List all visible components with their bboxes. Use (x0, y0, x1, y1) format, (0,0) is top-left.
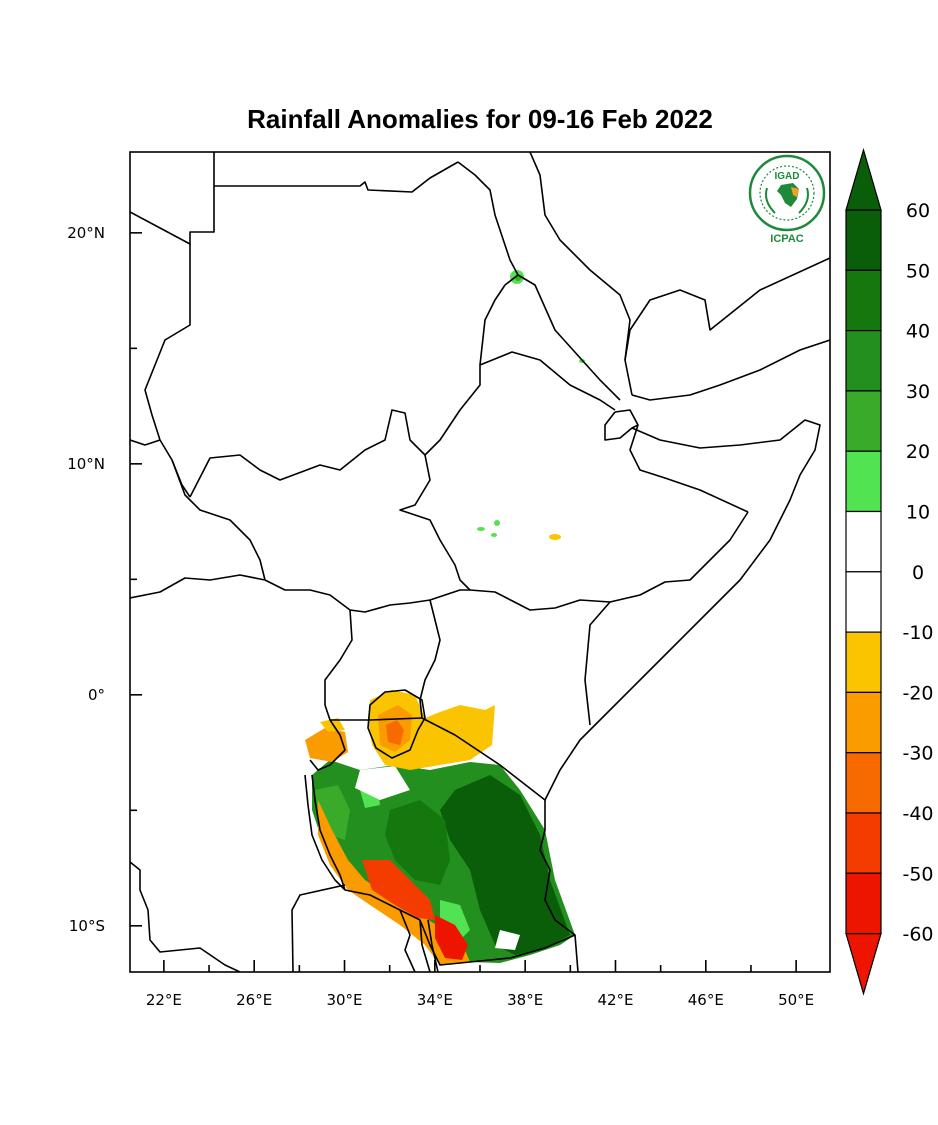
coastline-somalia (544, 419, 821, 801)
colorbar-label: 50 (906, 260, 930, 282)
coastline-arabia (624, 257, 830, 361)
border-libya-egypt-sudan (130, 152, 215, 245)
border-car-drc (130, 574, 266, 599)
colorbar-label: 20 (906, 441, 930, 463)
x-tick-label: 50°E (778, 991, 814, 1009)
negative-anomaly-southwest-core (362, 860, 435, 920)
logo-horn-highlight (791, 187, 799, 197)
colorbar-label: -60 (902, 924, 933, 946)
negative-anomaly-ethiopia-spot (549, 534, 561, 540)
border-zambia-drc-east (291, 884, 346, 972)
y-tick-label: 10°N (67, 455, 105, 473)
x-tick-label: 26°E (236, 991, 272, 1009)
positive-anomaly-ethiopia-spot-2 (494, 520, 500, 526)
coastline-sudan-red-sea (457, 161, 519, 276)
y-tick-label: 20°N (67, 224, 105, 242)
border-sudan-ethiopia (479, 274, 519, 366)
axis-tick-labels: 22°E 26°E 30°E 34°E 38°E 42°E 46°E 50°E 20°N 10°N… (67, 224, 814, 1009)
x-tick-label: 30°E (326, 991, 362, 1009)
border-eritrea-sudan (517, 274, 621, 401)
border-ethiopia-kenya (469, 511, 749, 611)
colorbar-segment (845, 330, 882, 392)
colorbar-label: -20 (902, 682, 933, 704)
colorbar-segment (845, 269, 882, 332)
border-car-sudan (171, 459, 266, 581)
positive-anomaly-core-east (440, 775, 570, 955)
positive-anomaly-ethiopia-spot-3 (491, 533, 497, 537)
colorbar-segment (845, 691, 882, 754)
negative-anomaly-lake-victoria-core (386, 720, 404, 745)
border-tanzania-malawi-mozambique (419, 919, 576, 966)
positive-anomaly-core-central (385, 800, 450, 885)
colorbar-bottom-triangle (845, 932, 882, 996)
anomaly-shading (305, 270, 585, 965)
colorbar-label: 10 (906, 502, 930, 524)
colorbar-segment (845, 450, 882, 513)
colorbar-label: -30 (902, 743, 933, 765)
border-rwanda-burundi (309, 719, 346, 771)
lake-victoria (367, 689, 426, 759)
y-tick-label: 10°S (69, 917, 105, 935)
colorbar-label: -50 (902, 863, 933, 885)
border-tanzania-zambia (344, 889, 421, 921)
border-sudan-south-sudan (189, 351, 616, 498)
coastline-tanzania (539, 800, 579, 972)
colorbar: 60 50 40 30 20 10 0 -10 -20 -30 -40 -50 -60 (845, 147, 934, 996)
border-djibouti (604, 411, 639, 441)
logo-igad-text: IGAD (775, 171, 800, 182)
colorbar-label: 60 (906, 200, 930, 222)
x-tick-label: 46°E (688, 991, 724, 1009)
border-drc-zambia (130, 861, 241, 972)
coastline-arabia-south (631, 339, 830, 401)
colorbar-segment (845, 571, 882, 633)
colorbar-segment (845, 752, 882, 814)
border-kenya-somalia (584, 601, 611, 726)
negative-anomaly-south-core (435, 915, 468, 960)
negative-anomaly-southwest (318, 800, 470, 965)
colorbar-label: -40 (902, 803, 933, 825)
near-normal-patches (355, 766, 520, 950)
negative-anomaly-northwest (305, 728, 348, 762)
colorbar-segment (845, 872, 882, 935)
country-boundaries (130, 152, 830, 972)
x-tick-label: 34°E (417, 991, 453, 1009)
colorbar-label: 0 (912, 562, 924, 584)
x-tick-label: 22°E (146, 991, 182, 1009)
lake-malawi (419, 919, 439, 972)
border-zambia-malawi (399, 909, 416, 972)
positive-anomaly-west (315, 785, 350, 840)
y-tick-label: 0° (88, 686, 105, 704)
border-uganda-kenya (419, 599, 441, 719)
igad-icpac-logo: IGAD ICPAC (748, 154, 826, 245)
border-south-sudan-drc-uganda (264, 579, 470, 613)
border-uganda-tanzania (330, 717, 423, 721)
colorbar-label: 40 (906, 321, 930, 343)
logo-icpac-text: ICPAC (770, 233, 803, 245)
map-title: Rainfall Anomalies for 09-16 Feb 2022 (247, 104, 713, 134)
colorbar-label: 30 (906, 381, 930, 403)
colorbar-segment (845, 631, 882, 693)
x-tick-label: 42°E (597, 991, 633, 1009)
border-drc-tanzania-lake-tanganyika (311, 774, 346, 891)
lake-tanganyika-west (304, 774, 346, 891)
logo-laurel-left (765, 187, 776, 214)
positive-anomaly-light-patches (360, 788, 470, 945)
logo-laurel-right (798, 187, 809, 214)
colorbar-segment (845, 812, 882, 874)
border-south-sudan-ethiopia (399, 454, 471, 591)
border-kenya-tanzania (421, 717, 546, 801)
colorbar-segment (845, 209, 882, 271)
positive-anomaly-ethiopia-spot-1 (477, 527, 485, 531)
colorbar-label: -10 (902, 622, 933, 644)
border-ethiopia-somalia (614, 409, 749, 513)
border-egypt-sudan (214, 161, 459, 193)
border-uganda-drc (324, 609, 353, 721)
colorbar-top-triangle (845, 147, 882, 211)
colorbar-segment (845, 510, 882, 573)
colorbar-segment (845, 390, 882, 452)
border-chad-car (130, 439, 161, 446)
x-tick-label: 38°E (507, 991, 543, 1009)
axis-ticks (130, 232, 797, 972)
